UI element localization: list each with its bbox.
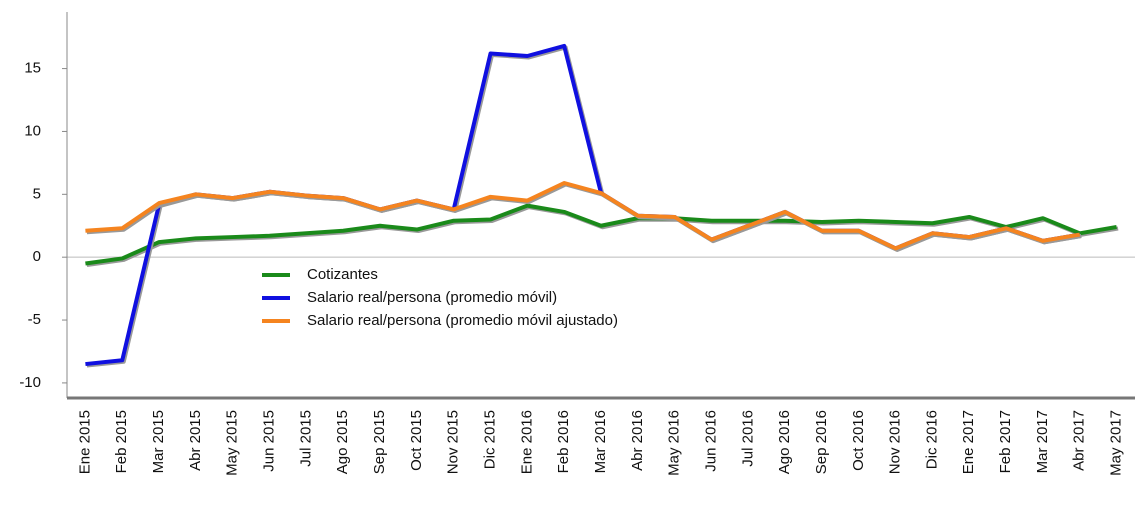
- x-tick-label: Ene 2016: [518, 410, 535, 474]
- x-tick-label: Sep 2015: [371, 410, 388, 474]
- legend-label: Cotizantes: [307, 266, 378, 283]
- x-tick-label: Sep 2016: [813, 410, 830, 474]
- x-tick-label: Ago 2015: [334, 410, 351, 474]
- x-tick-label: Jun 2015: [261, 410, 278, 472]
- x-tick-label: Jun 2016: [702, 410, 719, 472]
- legend-label: Salario real/persona (promedio móvil aju…: [307, 312, 618, 329]
- x-tick-label: Abr 2017: [1071, 410, 1088, 471]
- x-tick-label: Oct 2015: [408, 410, 425, 471]
- x-tick-label: Feb 2015: [113, 410, 130, 473]
- x-tick-label: Abr 2016: [629, 410, 646, 471]
- x-tick-label: Feb 2016: [555, 410, 572, 473]
- x-tick-label: Dic 2016: [923, 410, 940, 469]
- x-tick-label: Dic 2015: [481, 410, 498, 469]
- y-tick-label: 0: [33, 248, 41, 265]
- x-tick-label: Jul 2016: [739, 410, 756, 467]
- x-tick-label: Abr 2015: [187, 410, 204, 471]
- y-tick-label: 5: [33, 185, 41, 202]
- x-tick-label: May 2017: [1108, 410, 1125, 476]
- x-tick-label: Feb 2017: [997, 410, 1014, 473]
- y-tick-label: 15: [24, 60, 41, 77]
- x-tick-label: Mar 2015: [150, 410, 167, 473]
- x-tick-label: Ene 2017: [960, 410, 977, 474]
- x-tick-label: Mar 2017: [1034, 410, 1051, 473]
- x-tick-label: Ene 2015: [76, 410, 93, 474]
- y-tick-label: 10: [24, 122, 41, 139]
- x-tick-label: May 2015: [224, 410, 241, 476]
- line: [85, 180, 1081, 251]
- x-tick-label: Mar 2016: [592, 410, 609, 473]
- x-tick-label: Nov 2015: [445, 410, 462, 474]
- line: [85, 203, 1117, 266]
- x-tick-label: Oct 2016: [850, 410, 867, 471]
- y-tick-label: -10: [19, 374, 41, 391]
- x-tick-label: Jul 2015: [297, 410, 314, 467]
- legend-label: Salario real/persona (promedio móvil): [307, 289, 557, 306]
- y-tick-label: -5: [28, 311, 41, 328]
- x-tick-label: May 2016: [666, 410, 683, 476]
- x-tick-label: Nov 2016: [887, 410, 904, 474]
- x-tick-label: Ago 2016: [776, 410, 793, 474]
